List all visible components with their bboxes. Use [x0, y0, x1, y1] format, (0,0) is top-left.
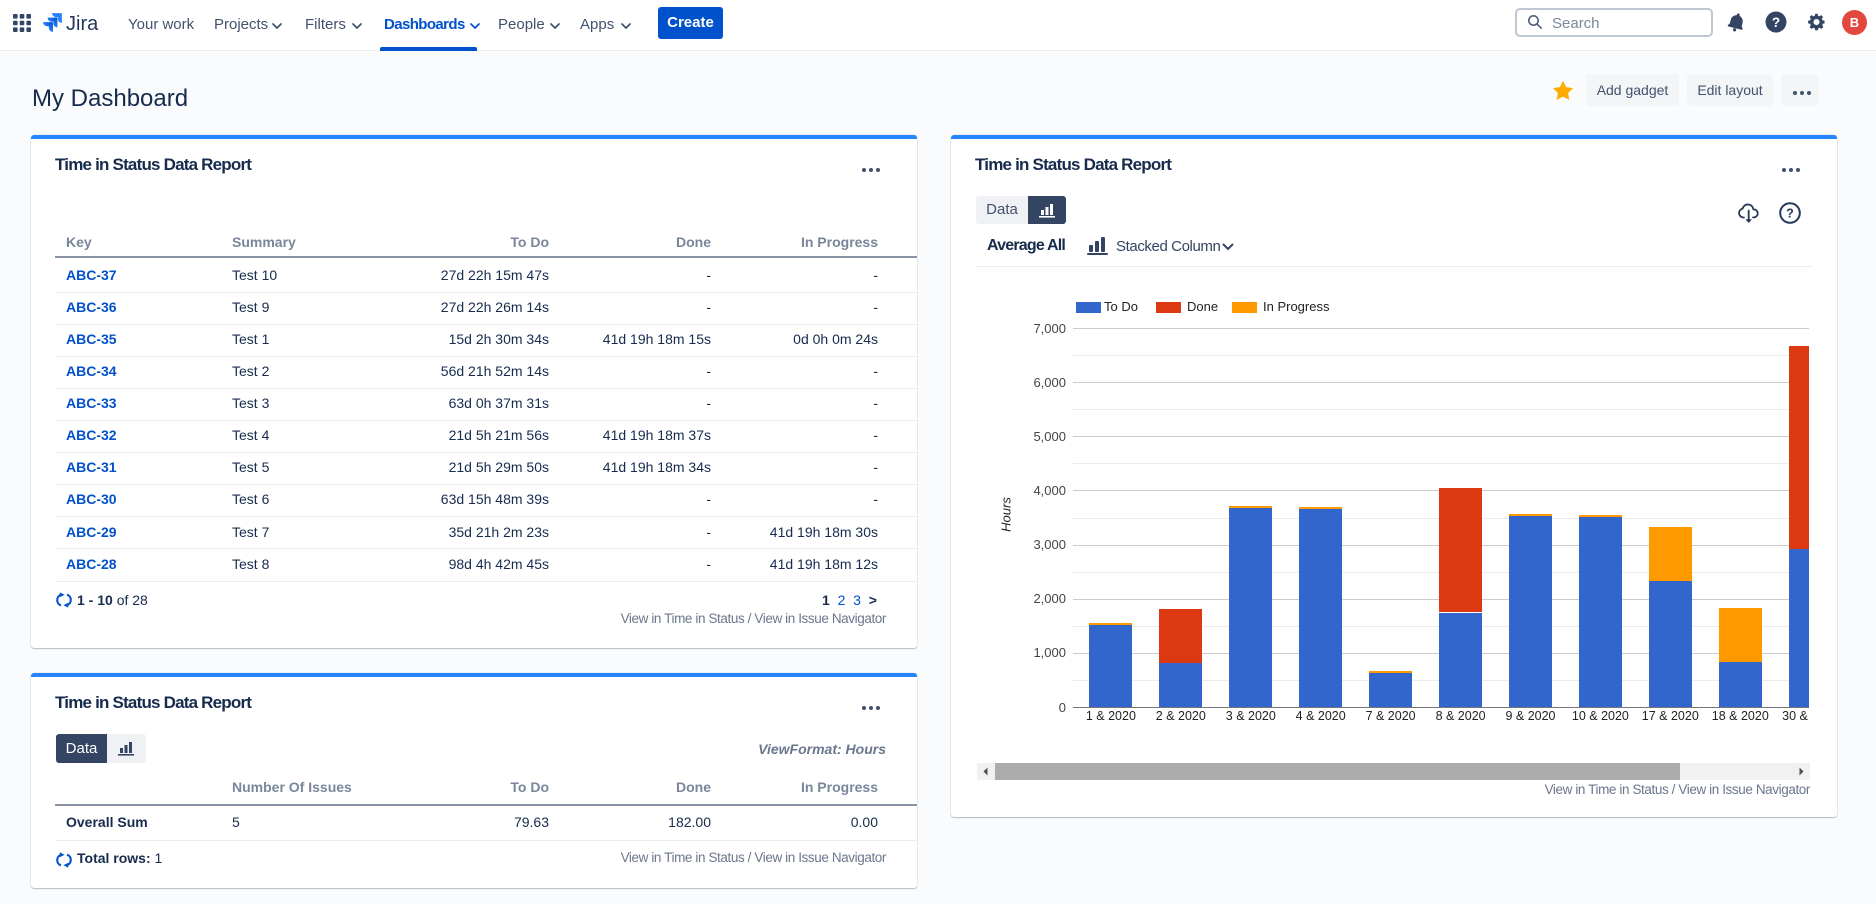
svg-text:?: ?: [1786, 207, 1794, 221]
svg-text:?: ?: [1772, 15, 1780, 30]
